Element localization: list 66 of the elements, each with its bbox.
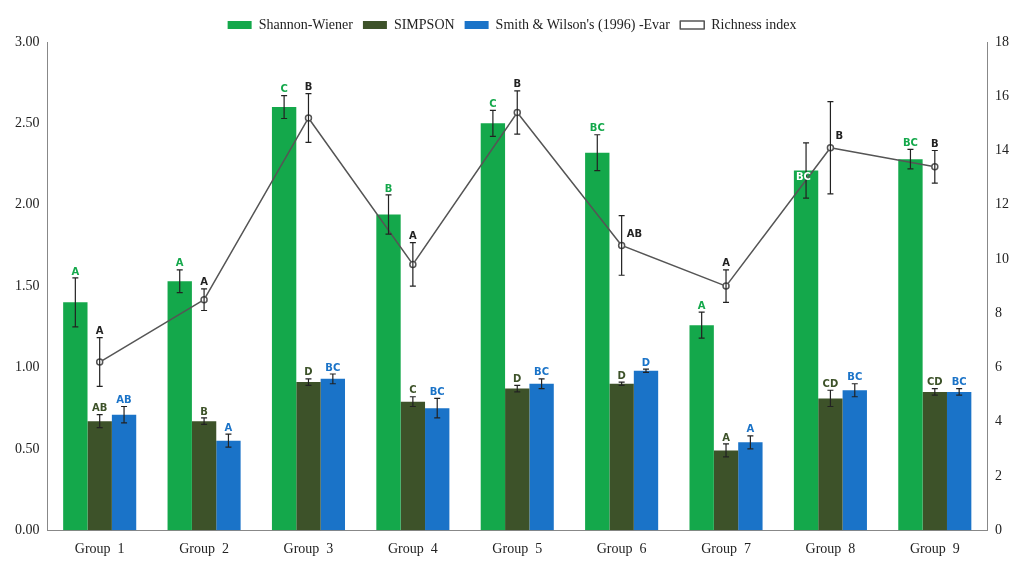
- legend-label: SIMPSON: [393, 16, 455, 32]
- y2-tick-label: 16: [995, 87, 1009, 103]
- y2-tick-label: 10: [995, 250, 1009, 266]
- data-label: BC: [589, 122, 605, 134]
- y2-tick-label: 4: [995, 413, 1002, 429]
- y-tick-label: 0.50: [15, 440, 40, 456]
- y-tick-label: 1.50: [15, 277, 40, 293]
- data-label: BC: [534, 366, 550, 378]
- data-label: A: [200, 276, 209, 288]
- data-label: B: [304, 81, 313, 93]
- x-tick-label: Group 4: [387, 541, 438, 557]
- y2-tick-label: 0: [995, 521, 1002, 537]
- x-tick-label: Group 6: [596, 541, 647, 557]
- legend-label: Richness index: [711, 16, 797, 32]
- x-tick-label: Group 2: [179, 541, 229, 557]
- x-tick-label: Group 5: [492, 541, 543, 557]
- y-tick-label: 1.00: [15, 359, 40, 375]
- y-tick-label: 2.00: [15, 196, 40, 212]
- data-label: AB: [626, 228, 643, 240]
- x-tick-label: Group 1: [74, 541, 125, 557]
- data-label: BC: [795, 171, 811, 183]
- data-label: B: [384, 182, 393, 194]
- data-label: BC: [847, 371, 863, 383]
- data-label: B: [200, 405, 208, 417]
- x-tick-label: Group 8: [805, 541, 856, 557]
- legend-label: Smith & Wilson's (1996) -Evar: [495, 16, 671, 33]
- legend-label: Shannon-Wiener: [258, 16, 354, 32]
- data-label: BC: [951, 376, 967, 388]
- data-label: C: [409, 384, 417, 396]
- y2-tick-label: 12: [995, 196, 1009, 212]
- data-label: A: [722, 431, 731, 443]
- data-label: A: [408, 230, 417, 242]
- data-label: D: [641, 356, 651, 368]
- data-label: A: [71, 265, 80, 277]
- data-label: B: [513, 78, 522, 90]
- y-tick-label: 2.50: [15, 115, 40, 131]
- y2-tick-label: 2: [995, 467, 1002, 483]
- data-label: B: [930, 138, 939, 150]
- data-label: BC: [325, 361, 341, 373]
- data-label: A: [746, 423, 755, 435]
- data-label: BC: [902, 137, 918, 148]
- data-label: A: [224, 421, 233, 433]
- data-label: A: [175, 257, 184, 269]
- data-label: CD: [822, 377, 839, 389]
- y-tick-label: 0.00: [15, 521, 40, 537]
- data-label: A: [95, 325, 104, 337]
- x-tick-label: Group 3: [283, 541, 334, 557]
- x-tick-label: Group 7: [701, 541, 751, 557]
- data-label: C: [280, 83, 288, 95]
- data-label: B: [835, 130, 844, 142]
- data-label: D: [304, 366, 313, 378]
- data-label: CD: [926, 376, 943, 388]
- y2-tick-label: 6: [995, 359, 1002, 375]
- data-label: A: [697, 299, 706, 311]
- data-label: A: [722, 257, 731, 269]
- y-tick-label: 3.00: [15, 33, 40, 49]
- y2-tick-label: 18: [995, 33, 1009, 49]
- y2-tick-label: 8: [995, 304, 1002, 320]
- data-label: C: [489, 97, 497, 109]
- data-label: AB: [92, 402, 108, 414]
- y2-tick-label: 14: [995, 142, 1009, 158]
- data-label: D: [617, 369, 626, 381]
- data-label: AB: [116, 394, 132, 406]
- data-label: BC: [429, 385, 445, 397]
- x-tick-label: Group 9: [909, 541, 960, 557]
- data-label: D: [513, 372, 522, 384]
